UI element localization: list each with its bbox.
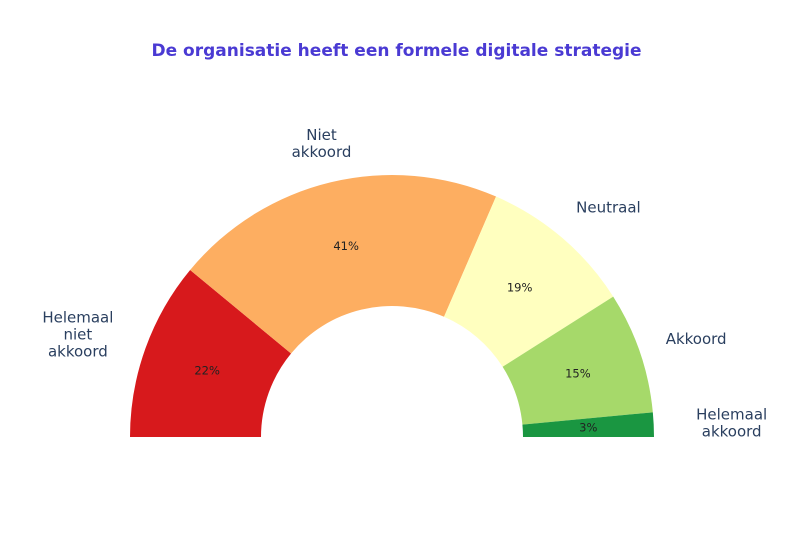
slice-percent-label: 22%: [194, 363, 220, 377]
slice-neutraal[interactable]: [444, 196, 614, 367]
slice-category-label: Akkoord: [666, 330, 727, 348]
slice-percent-label: 15%: [565, 366, 591, 380]
slice-niet-akkoord[interactable]: [190, 175, 497, 354]
slice-category-label: Niet akkoord: [292, 126, 352, 161]
slice-percent-label: 41%: [333, 239, 359, 253]
chart-title: De organisatie heeft een formele digital…: [151, 41, 642, 61]
slice-helemaal-akkoord[interactable]: [522, 412, 654, 437]
slice-akkoord[interactable]: [502, 296, 653, 425]
slice-percent-label: 3%: [579, 421, 597, 435]
slice-percent-label: 19%: [507, 281, 533, 295]
slice-category-label: Neutraal: [576, 198, 641, 216]
slice-category-label: Helemaal akkoord: [696, 405, 767, 440]
slice-helemaal-niet-akkoord[interactable]: [130, 269, 292, 437]
slice-category-label: Helemaal niet akkoord: [42, 309, 113, 361]
